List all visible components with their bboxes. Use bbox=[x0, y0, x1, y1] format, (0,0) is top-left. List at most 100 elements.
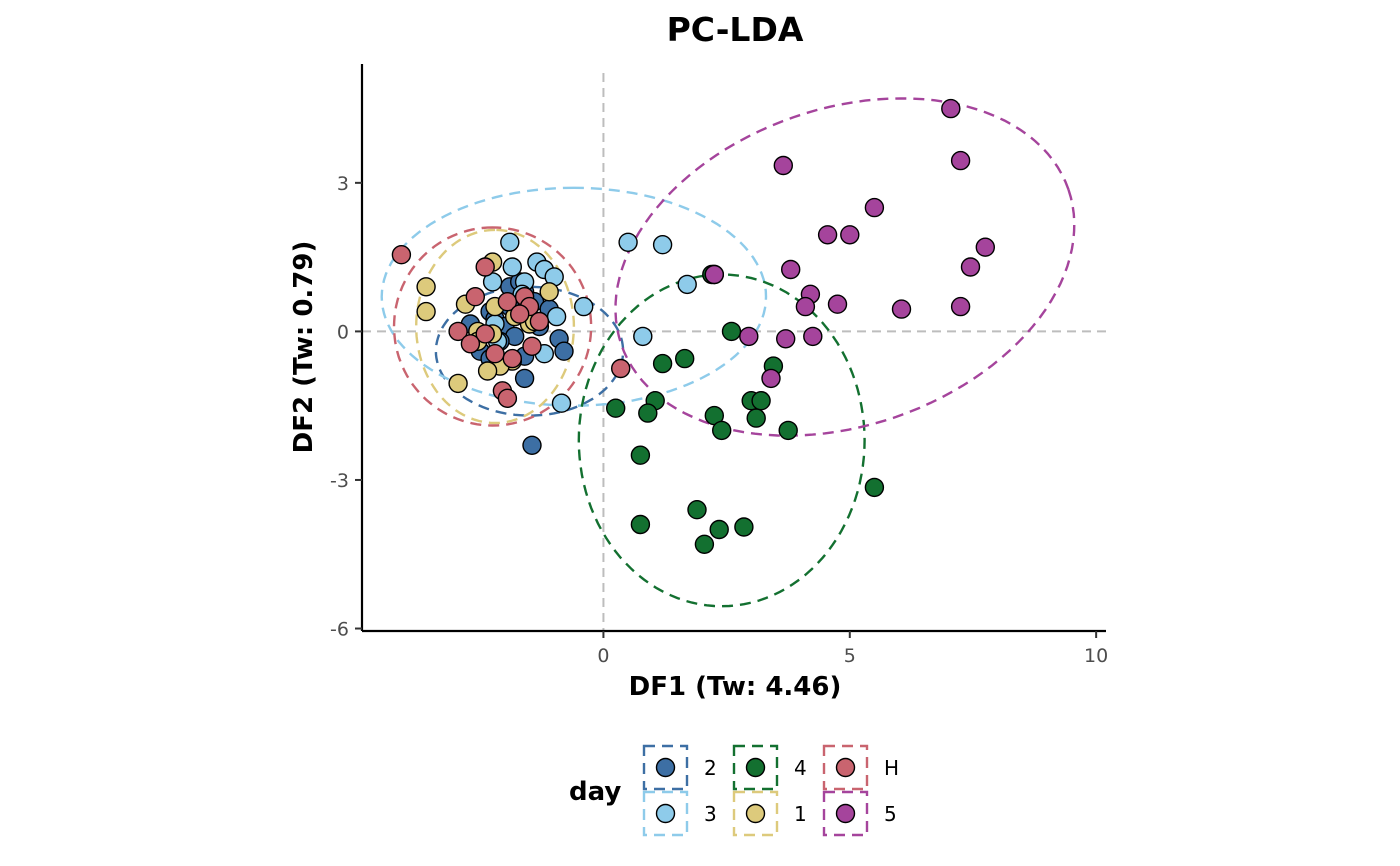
legend-item-day-1: 1 bbox=[732, 790, 807, 837]
data-point-day-4 bbox=[652, 353, 673, 374]
data-point-day-2 bbox=[514, 368, 535, 389]
data-point-day-3 bbox=[618, 232, 638, 253]
data-point-day-2 bbox=[522, 435, 542, 455]
data-point-day-H bbox=[391, 244, 412, 265]
data-point-day-5 bbox=[975, 237, 995, 257]
data-point-day-4 bbox=[630, 514, 651, 535]
legend-item-day-5: 5 bbox=[822, 790, 897, 837]
data-point-day-3 bbox=[574, 296, 594, 317]
data-point-day-4 bbox=[675, 348, 695, 369]
data-point-day-H bbox=[611, 358, 631, 379]
data-point-day-1 bbox=[448, 373, 468, 394]
data-point-day-4 bbox=[734, 517, 754, 537]
y-tick-label: 3 bbox=[337, 173, 349, 195]
data-point-day-4 bbox=[638, 403, 658, 423]
legend-label-day-3: 3 bbox=[704, 802, 717, 826]
data-point-day-5 bbox=[817, 225, 838, 245]
data-point-day-H bbox=[448, 321, 468, 342]
data-point-day-4 bbox=[864, 477, 885, 498]
data-point-day-3 bbox=[633, 326, 653, 347]
legend-marker-day-2 bbox=[655, 757, 676, 778]
data-point-day-4 bbox=[694, 534, 715, 554]
x-axis-title: DF1 (Tw: 4.46) bbox=[629, 672, 842, 702]
legend-item-day-H: H bbox=[822, 744, 899, 791]
data-point-day-H bbox=[502, 348, 522, 369]
data-point-day-4 bbox=[778, 420, 798, 441]
data-point-day-5 bbox=[864, 197, 885, 218]
data-point-day-4 bbox=[721, 321, 742, 342]
data-point-day-1 bbox=[477, 361, 498, 381]
legend-key-day-H bbox=[822, 744, 869, 791]
x-tick-label: 5 bbox=[844, 645, 856, 667]
data-point-day-1 bbox=[416, 301, 436, 322]
data-point-day-5 bbox=[773, 155, 793, 176]
legend-label-day-1: 1 bbox=[794, 802, 807, 826]
legend-label-day-5: 5 bbox=[884, 802, 897, 826]
legend-key-day-3 bbox=[642, 790, 689, 837]
data-point-day-3 bbox=[502, 257, 522, 277]
data-point-day-5 bbox=[941, 98, 961, 119]
data-point-day-5 bbox=[704, 264, 724, 285]
data-point-day-2 bbox=[554, 341, 574, 361]
legend-item-day-3: 3 bbox=[642, 790, 717, 837]
legend-marker-day-4 bbox=[745, 757, 766, 778]
legend-marker-day-5 bbox=[835, 803, 856, 824]
data-point-day-H bbox=[497, 388, 518, 408]
ellipse-day-3 bbox=[380, 186, 768, 407]
data-point-day-1 bbox=[539, 282, 559, 302]
ellipse-day-1 bbox=[414, 228, 576, 425]
data-point-day-H bbox=[460, 334, 481, 354]
y-axis-title: DF2 (Tw: 0.79) bbox=[289, 241, 319, 454]
data-point-day-5 bbox=[950, 150, 971, 171]
x-tick-label: 0 bbox=[597, 645, 609, 667]
data-point-day-H bbox=[475, 257, 495, 277]
legend-marker-day-1 bbox=[745, 803, 766, 824]
legend-item-day-2: 2 bbox=[642, 744, 717, 791]
legend-key-day-2 bbox=[642, 744, 689, 791]
data-point-day-5 bbox=[776, 329, 796, 349]
plot-area: 0 5 10 -6 -3 0 3 bbox=[330, 64, 1108, 667]
data-point-day-3 bbox=[551, 393, 572, 413]
data-point-day-4 bbox=[606, 398, 626, 418]
legend-label-day-4: 4 bbox=[794, 756, 807, 780]
legend-item-day-4: 4 bbox=[732, 744, 807, 791]
y-tick-label: 0 bbox=[337, 321, 349, 343]
data-point-day-H bbox=[475, 324, 495, 344]
data-point-day-5 bbox=[891, 299, 912, 319]
data-point-day-H bbox=[510, 304, 530, 324]
x-tick-label: 10 bbox=[1084, 645, 1108, 667]
data-point-day-5 bbox=[781, 259, 801, 280]
legend-key-day-1 bbox=[732, 790, 779, 837]
data-point-day-5 bbox=[960, 257, 981, 277]
y-tick-label: -6 bbox=[330, 619, 349, 641]
legend-label-day-H: H bbox=[884, 756, 899, 780]
data-point-day-H bbox=[465, 287, 485, 307]
data-point-day-H bbox=[485, 344, 505, 364]
data-point-day-4 bbox=[712, 420, 732, 441]
legend-marker-day-H bbox=[835, 757, 856, 778]
data-point-day-5 bbox=[795, 296, 816, 317]
legend-key-day-5 bbox=[822, 790, 869, 837]
data-point-day-3 bbox=[677, 274, 697, 295]
ellipse-day-H bbox=[392, 226, 593, 427]
data-point-day-4 bbox=[709, 519, 729, 540]
data-point-day-5 bbox=[803, 326, 823, 347]
ellipse-day-4 bbox=[577, 273, 866, 608]
data-point-day-3 bbox=[652, 234, 673, 255]
data-point-day-5 bbox=[827, 294, 848, 314]
data-point-day-5 bbox=[761, 368, 781, 389]
y-tick-label: -3 bbox=[330, 470, 349, 492]
data-point-day-H bbox=[529, 311, 550, 332]
data-point-day-3 bbox=[500, 232, 520, 253]
data-point-day-4 bbox=[630, 445, 651, 465]
legend-label-day-2: 2 bbox=[704, 756, 717, 780]
legend-marker-day-3 bbox=[655, 803, 676, 824]
legend-title: day bbox=[569, 777, 621, 807]
data-point-day-H bbox=[522, 336, 542, 356]
legend: day 2 3 4 1 H 5 bbox=[569, 744, 899, 837]
data-point-day-4 bbox=[751, 391, 771, 411]
legend-key-day-4 bbox=[732, 744, 779, 791]
data-point-day-1 bbox=[416, 277, 436, 297]
data-point-day-3 bbox=[546, 306, 567, 327]
